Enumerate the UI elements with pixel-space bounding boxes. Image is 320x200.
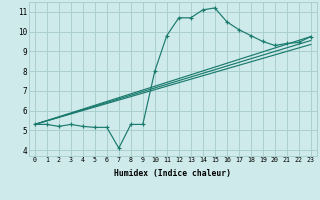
X-axis label: Humidex (Indice chaleur): Humidex (Indice chaleur) (114, 169, 231, 178)
